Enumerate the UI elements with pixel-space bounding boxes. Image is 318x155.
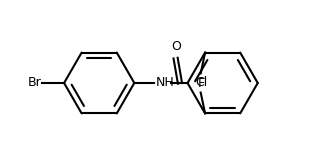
Text: F: F [198, 77, 205, 90]
Text: NH: NH [156, 76, 175, 89]
Text: Cl: Cl [196, 76, 208, 89]
Text: O: O [172, 40, 182, 53]
Text: Br: Br [27, 76, 41, 89]
